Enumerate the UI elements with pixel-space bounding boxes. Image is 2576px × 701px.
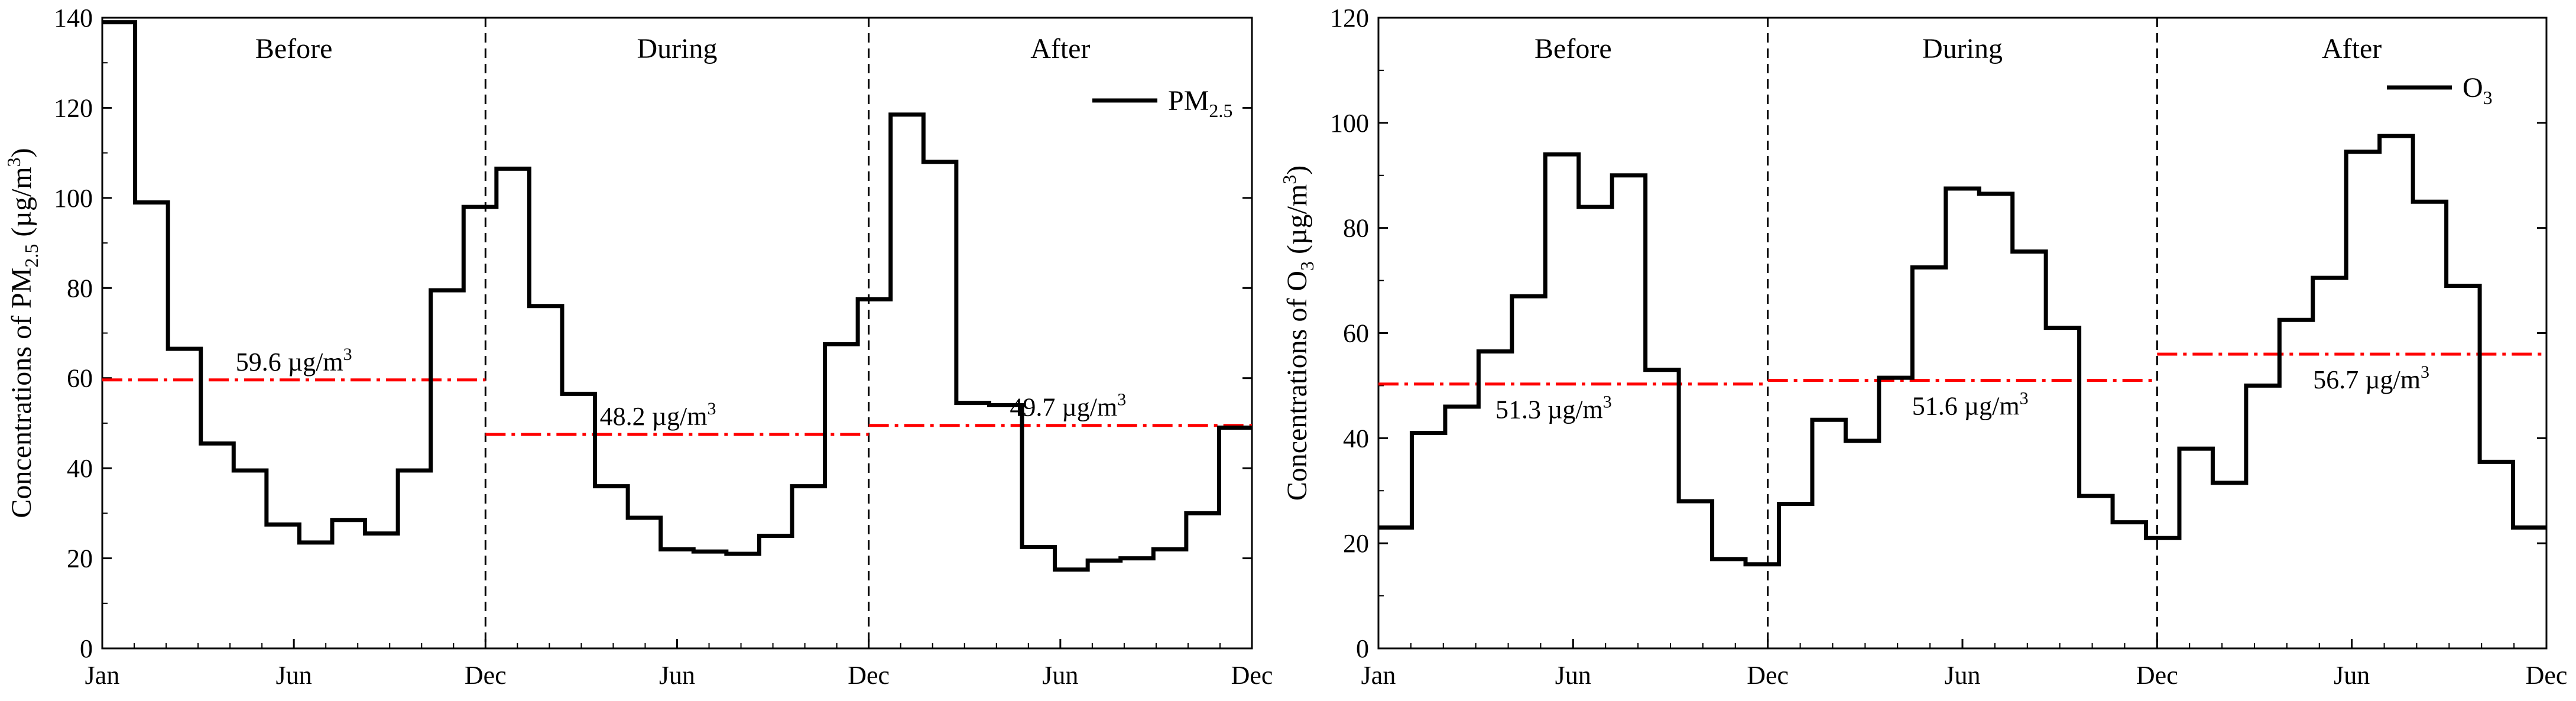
- y-axis-title: Concentrations of PM2.5 (µg/m3): [3, 148, 42, 518]
- x-tick-label: Jun: [2334, 661, 2370, 690]
- period-label-after: After: [2322, 33, 2382, 64]
- mean-label-during: 48.2 µg/m3: [600, 399, 716, 431]
- x-tick-label: Jun: [659, 661, 695, 690]
- legend-label: O3: [2463, 72, 2493, 108]
- y-tick-label: 100: [1330, 109, 1369, 138]
- y-tick-label: 60: [1343, 319, 1369, 348]
- series-line-o3: [1378, 134, 2546, 567]
- period-label-before: Before: [1534, 33, 1612, 64]
- y-tick-label: 120: [1330, 4, 1369, 33]
- period-label-before: Before: [255, 33, 333, 64]
- x-tick-label: Dec: [465, 661, 507, 690]
- mean-label-after: 49.7 µg/m3: [1010, 390, 1126, 422]
- x-tick-label: Dec: [2136, 661, 2178, 690]
- y-tick-label: 60: [67, 364, 93, 393]
- y-tick-label: 0: [80, 634, 93, 663]
- x-tick-label: Jan: [1361, 661, 1396, 690]
- y-tick-label: 80: [67, 274, 93, 303]
- x-tick-label: Dec: [1747, 661, 1789, 690]
- chart-panel-1: 0 20 40 60 80 100 120 140 Jan Jun Dec Jun Dec Jun Dec B…: [3, 4, 1273, 690]
- y-tick-label: 140: [54, 4, 93, 33]
- y-tick-label: 100: [54, 184, 93, 213]
- period-label-during: During: [637, 33, 718, 64]
- x-tick-label: Jun: [1944, 661, 1980, 690]
- mean-label-after: 56.7 µg/m3: [2313, 362, 2429, 394]
- x-tick-label: Jun: [1042, 661, 1078, 690]
- plot-frame: [101, 17, 1253, 650]
- mean-label-before: 59.6 µg/m3: [236, 345, 352, 377]
- y-tick-label: 40: [1343, 424, 1369, 453]
- series-line-pm25: [102, 20, 1252, 572]
- period-label-after: After: [1030, 33, 1090, 64]
- y-tick-label: 20: [1343, 529, 1369, 558]
- legend-label: PM2.5: [1168, 85, 1232, 121]
- y-tick-label: 80: [1343, 214, 1369, 243]
- period-label-during: During: [1922, 33, 2003, 64]
- y-tick-label: 20: [67, 544, 93, 573]
- x-tick-label: Jun: [276, 661, 312, 690]
- y-tick-label: 40: [67, 454, 93, 483]
- chart-panel-2: 0 20 40 60 80 100 120 Jan Jun Dec Jun Dec Jun Dec Befo…: [1279, 4, 2567, 690]
- y-tick-label: 120: [54, 93, 93, 122]
- plot-frame: [1377, 17, 2548, 650]
- y-axis-title: Concentrations of O3 (µg/m3): [1279, 165, 1318, 501]
- x-tick-label: Dec: [848, 661, 890, 690]
- y-tick-label: 0: [1356, 634, 1369, 663]
- x-tick-label: Jan: [85, 661, 120, 690]
- x-tick-label: Dec: [2526, 661, 2568, 690]
- x-tick-label: Dec: [1231, 661, 1273, 690]
- mean-label-during: 51.6 µg/m3: [1912, 389, 2029, 421]
- mean-label-before: 51.3 µg/m3: [1495, 392, 1612, 424]
- x-tick-label: Jun: [1555, 661, 1591, 690]
